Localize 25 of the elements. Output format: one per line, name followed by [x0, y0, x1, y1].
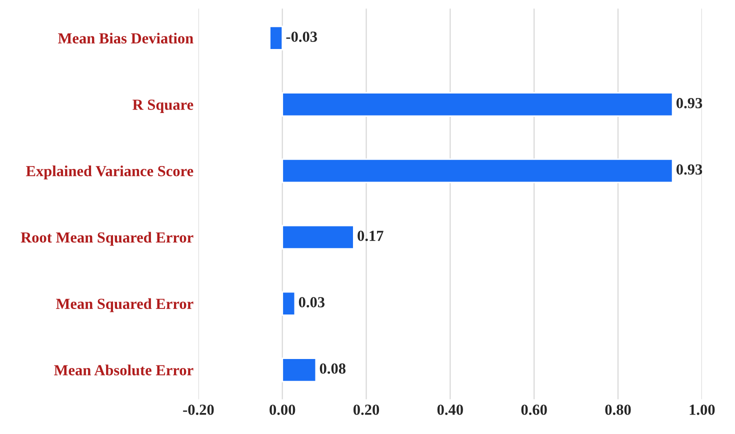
bar — [282, 92, 674, 117]
y-tick-label: Root Mean Squared Error — [20, 232, 194, 246]
bar — [282, 291, 296, 316]
bar — [282, 358, 317, 382]
bar — [282, 224, 354, 250]
x-tick-label: -0.20 — [183, 404, 214, 415]
y-tick-label: Explained Variance Score — [26, 165, 194, 180]
data-label: 0.08 — [320, 363, 346, 374]
x-tick-label: 0.60 — [521, 404, 547, 415]
bar — [282, 158, 674, 184]
y-tick-label: R Square — [132, 100, 194, 113]
data-label: 0.93 — [676, 98, 702, 108]
data-label: 0.03 — [298, 297, 325, 308]
x-tick-label: 0.00 — [270, 404, 296, 415]
data-label: -0.03 — [286, 32, 318, 42]
x-tick-label: 0.40 — [437, 404, 463, 415]
y-tick-label: Mean Squared Error — [56, 298, 194, 312]
data-label: 0.17 — [358, 230, 384, 242]
x-tick-label: 1.00 — [690, 404, 715, 415]
x-tick-label: 0.20 — [353, 404, 380, 415]
data-label: 0.93 — [676, 164, 702, 175]
y-tick-label: Mean Bias Deviation — [58, 32, 194, 44]
x-tick-label: 0.80 — [605, 404, 631, 415]
bar — [269, 26, 284, 50]
y-tick-label: Mean Absolute Error — [54, 364, 194, 376]
